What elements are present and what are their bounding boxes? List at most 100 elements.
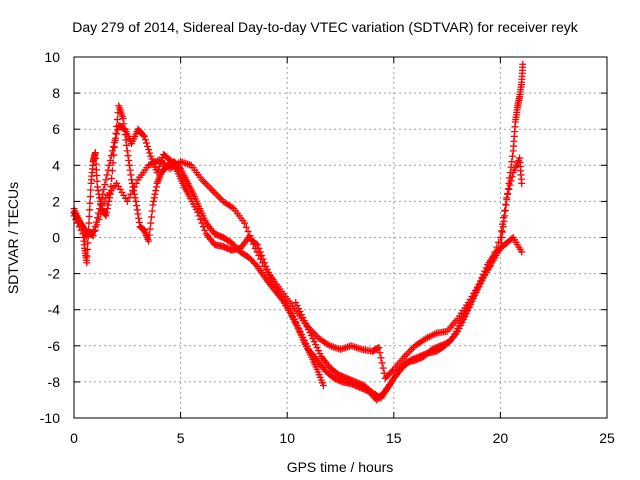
data-point-marker xyxy=(257,255,265,263)
data-point-marker xyxy=(144,142,152,150)
data-point-marker xyxy=(375,344,383,352)
data-point-marker xyxy=(83,252,91,260)
data-point-marker xyxy=(506,169,514,177)
data-point-marker xyxy=(241,219,249,227)
data-point-marker xyxy=(299,314,307,322)
data-point-marker xyxy=(307,332,315,340)
data-point-marker xyxy=(99,190,107,198)
data-point-marker xyxy=(139,131,147,139)
x-tick-label: 10 xyxy=(279,430,295,446)
data-point-marker xyxy=(249,240,257,248)
data-point-marker xyxy=(148,207,156,215)
data-point-marker xyxy=(242,223,250,231)
data-point-marker xyxy=(74,219,82,227)
data-point-marker xyxy=(252,261,260,269)
data-point-marker xyxy=(104,166,112,174)
data-point-marker xyxy=(504,190,512,198)
data-layer xyxy=(70,60,527,404)
data-point-marker xyxy=(98,205,106,213)
data-point-marker xyxy=(299,333,307,341)
data-point-marker xyxy=(101,181,109,189)
data-point-marker xyxy=(154,166,162,174)
data-point-marker xyxy=(475,282,483,290)
data-point-marker xyxy=(125,194,133,202)
data-point-marker xyxy=(469,294,477,302)
data-point-marker xyxy=(72,215,80,223)
data-point-marker xyxy=(319,382,327,390)
data-point-marker xyxy=(377,354,385,362)
y-tick-label: 0 xyxy=(52,230,60,246)
data-point-marker xyxy=(105,161,113,169)
data-point-marker xyxy=(376,349,384,357)
data-point-marker xyxy=(297,330,305,338)
data-point-marker xyxy=(84,239,92,247)
y-tick-label: -8 xyxy=(48,374,61,390)
data-point-marker xyxy=(135,218,143,226)
y-tick-label: 6 xyxy=(52,121,60,137)
series-track-a xyxy=(70,102,327,390)
data-point-marker xyxy=(290,315,298,323)
data-point-marker xyxy=(458,318,466,326)
data-point-marker xyxy=(107,152,115,160)
data-point-marker xyxy=(459,315,467,323)
data-point-marker xyxy=(124,152,132,160)
data-point-marker xyxy=(293,301,301,309)
data-point-marker xyxy=(467,300,475,308)
data-point-marker xyxy=(126,166,134,174)
data-point-marker xyxy=(85,219,93,227)
data-point-marker xyxy=(500,217,508,225)
data-point-marker xyxy=(112,134,120,142)
data-point-marker xyxy=(498,234,506,241)
data-point-marker xyxy=(303,323,311,331)
data-point-marker xyxy=(251,244,259,252)
data-point-marker xyxy=(501,212,509,220)
data-point-marker xyxy=(135,214,143,222)
data-point-marker xyxy=(312,341,320,349)
data-point-marker xyxy=(462,309,470,317)
x-axis-label: GPS time / hours xyxy=(287,459,394,475)
data-point-marker xyxy=(305,326,313,334)
data-point-marker xyxy=(302,320,310,328)
data-point-marker xyxy=(296,327,304,335)
data-point-marker xyxy=(77,226,85,234)
data-point-marker xyxy=(132,179,140,187)
data-point-marker xyxy=(147,219,155,227)
data-point-marker xyxy=(296,308,304,316)
data-point-marker xyxy=(145,146,153,154)
data-point-marker xyxy=(260,262,268,270)
data-point-marker xyxy=(151,190,159,198)
data-point-marker xyxy=(196,215,204,223)
data-point-marker xyxy=(246,232,254,240)
data-point-marker xyxy=(497,227,505,235)
data-point-marker xyxy=(297,311,305,319)
data-point-marker xyxy=(125,156,133,164)
data-point-marker xyxy=(149,201,157,209)
data-point-marker xyxy=(506,174,514,182)
data-point-marker xyxy=(86,193,94,201)
data-point-marker xyxy=(302,339,310,347)
data-point-marker xyxy=(477,279,485,287)
data-point-marker xyxy=(119,114,127,122)
data-point-marker xyxy=(104,201,112,209)
data-point-marker xyxy=(153,169,161,177)
data-point-marker xyxy=(100,185,108,193)
data-point-marker xyxy=(303,342,311,350)
data-point-marker xyxy=(465,303,473,311)
data-point-marker xyxy=(316,350,324,358)
data-point-marker xyxy=(194,208,202,216)
x-tick-label: 15 xyxy=(386,430,402,446)
data-point-marker xyxy=(142,139,150,147)
data-point-marker xyxy=(309,335,317,343)
data-point-marker xyxy=(100,199,108,207)
data-point-marker xyxy=(289,312,297,320)
data-point-marker xyxy=(502,201,510,209)
data-point-marker xyxy=(455,324,463,332)
data-point-marker xyxy=(147,213,155,221)
data-point-marker xyxy=(123,197,131,205)
data-point-marker xyxy=(471,291,479,299)
data-point-marker xyxy=(493,243,501,251)
data-point-marker xyxy=(306,329,314,337)
series-track-b xyxy=(70,122,526,404)
y-tick-label: -4 xyxy=(48,302,61,318)
